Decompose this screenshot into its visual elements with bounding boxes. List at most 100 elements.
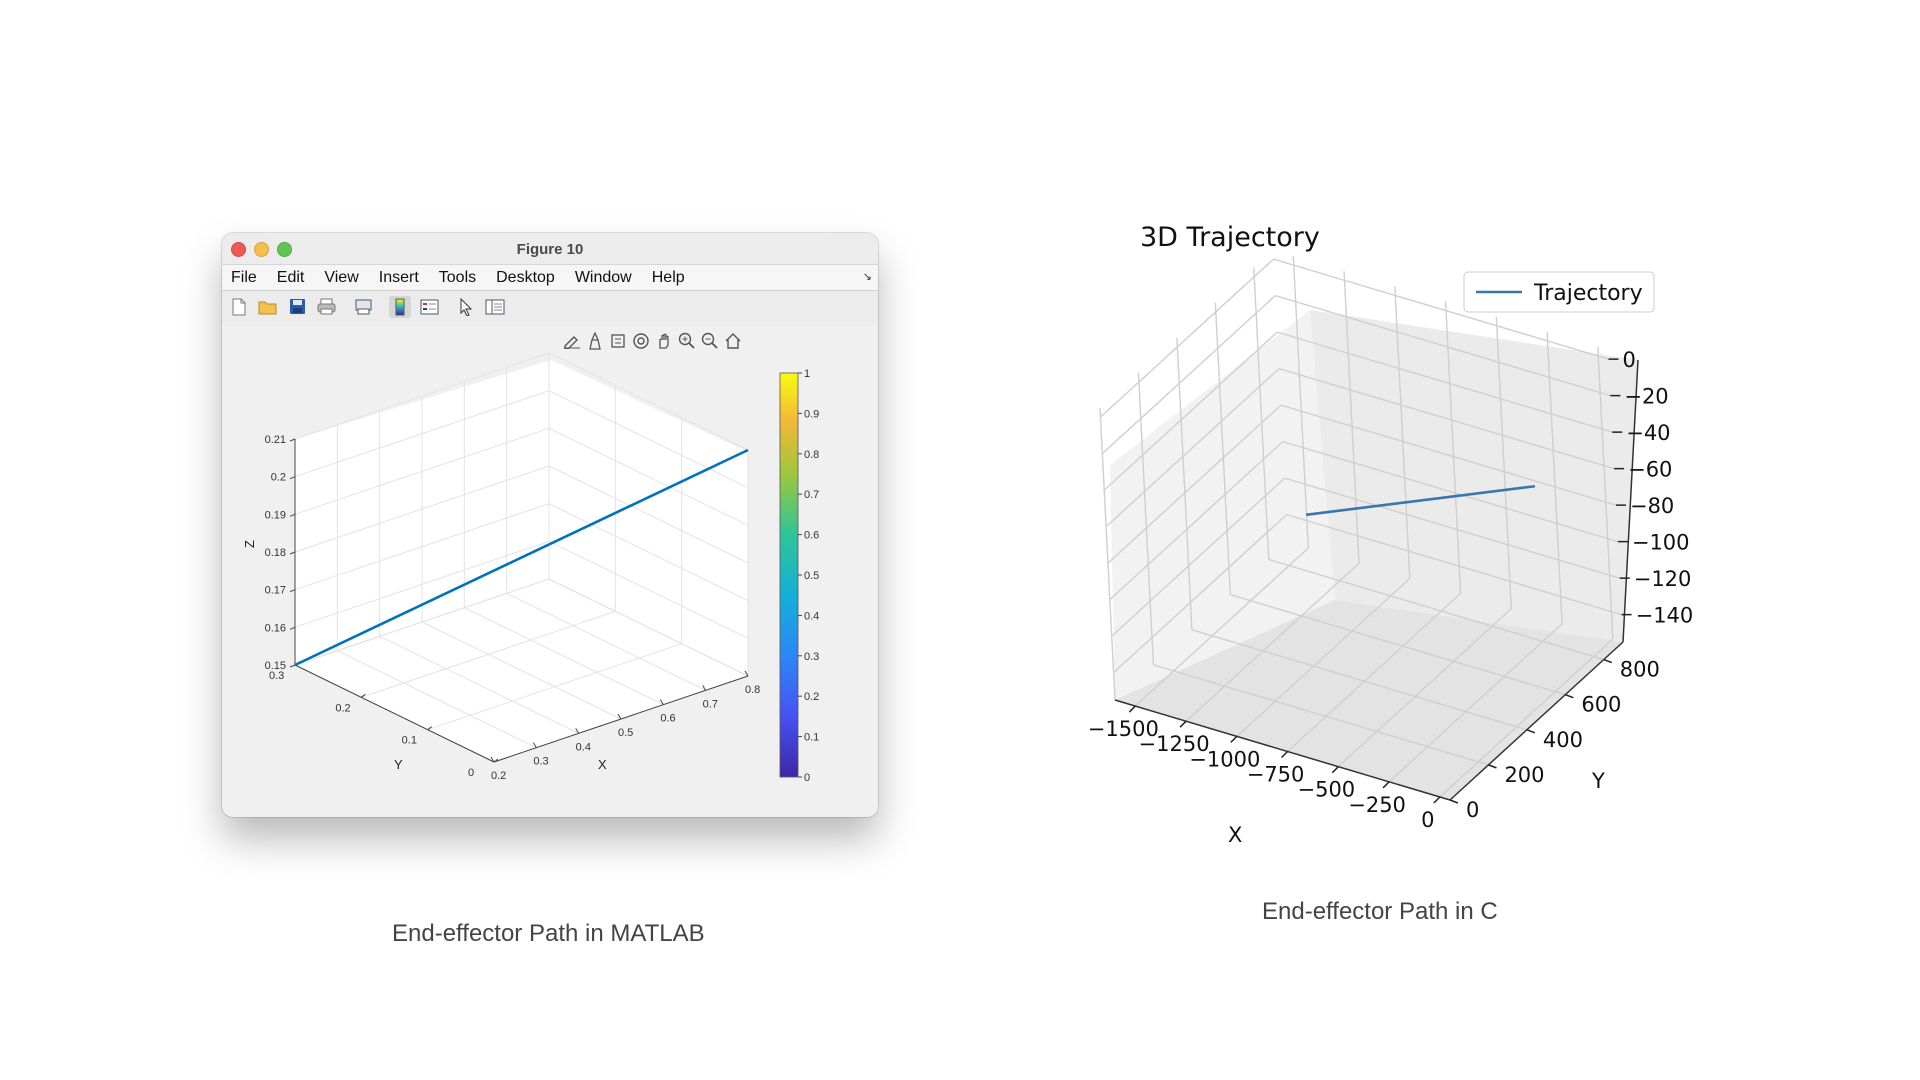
x-tick-label: 0.4	[576, 741, 591, 753]
print-icon[interactable]	[315, 296, 337, 318]
x-tick-label: −500	[1297, 778, 1355, 802]
z-tick-label: 0.2	[271, 472, 286, 484]
y-tick-label: 200	[1504, 763, 1544, 787]
pan-data-icon[interactable]	[606, 330, 629, 352]
print-preview-icon[interactable]	[352, 296, 374, 318]
colorbar-tick-label: 0.6	[804, 530, 819, 542]
brush-icon[interactable]	[560, 330, 583, 352]
z-tick-label: −20	[1624, 385, 1668, 409]
dock-arrow-icon[interactable]: ↘	[862, 271, 872, 283]
z-tick-label: −140	[1636, 604, 1694, 628]
z-tick-label: 0.16	[265, 622, 286, 634]
matlab-3d-axes[interactable]: 0.20.30.40.50.60.70.800.10.20.30.150.160…	[222, 322, 878, 817]
back-wall-right	[551, 360, 748, 676]
x-tick-label: 0.5	[618, 727, 633, 739]
colorbar-tick-label: 0.2	[804, 691, 819, 703]
x-tick-label: −1250	[1139, 732, 1210, 756]
menu-edit[interactable]: Edit	[276, 268, 305, 286]
y-tick-label: 0.1	[402, 735, 417, 747]
x-tick-label: 0.2	[491, 770, 506, 782]
y-axis-label: Y	[394, 757, 403, 772]
tick-labels: 0.20.30.40.50.60.70.800.10.20.30.150.160…	[265, 434, 761, 782]
y-axis-label: Y	[1591, 769, 1605, 793]
x-tick-label: −1500	[1088, 717, 1159, 741]
z-tick-label: −80	[1630, 494, 1674, 518]
grid-lines	[1099, 256, 1622, 801]
save-icon[interactable]	[286, 296, 308, 318]
data-tips-icon[interactable]	[583, 330, 606, 352]
menu-bar: File Edit View Insert Tools Desktop Wind…	[222, 265, 878, 291]
new-figure-icon[interactable]	[228, 296, 250, 318]
figure-toolbar	[222, 291, 878, 323]
colorbar-icon[interactable]	[389, 295, 411, 318]
colorbar-tick-label: 0.4	[804, 610, 819, 622]
property-inspector-icon[interactable]	[484, 296, 506, 318]
z-tick-label: 0.17	[265, 585, 286, 597]
series-group	[294, 448, 749, 667]
python-caption: End-effector Path in C	[1262, 898, 1498, 925]
matlab-figure-window: Figure 10 File Edit View Insert Tools De…	[222, 233, 878, 817]
z-axis-label: Z	[242, 540, 257, 548]
chart-title: 3D Trajectory	[1140, 222, 1320, 253]
floor-pane	[295, 585, 748, 762]
y-tick-label: 0	[468, 767, 474, 779]
y-tick-label: 0.2	[335, 702, 350, 714]
z-tick-label: 0	[1622, 348, 1635, 372]
home-icon[interactable]	[721, 330, 744, 352]
menu-desktop[interactable]: Desktop	[496, 268, 555, 286]
legend: Trajectory	[1463, 271, 1655, 313]
menu-window[interactable]: Window	[574, 268, 632, 286]
colorbar-tick-label: 0.8	[804, 449, 819, 461]
x-tick-label: −250	[1348, 793, 1406, 817]
pan-icon[interactable]	[652, 330, 675, 352]
colorbar-tick-label: 0.7	[804, 489, 819, 501]
rotate-3d-icon[interactable]	[629, 330, 652, 352]
colorbar-tick-label: 0.9	[804, 408, 819, 420]
colorbar-tick-label: 0.1	[804, 732, 819, 744]
pointer-icon[interactable]	[455, 296, 477, 318]
y-tick-label: 0	[1466, 798, 1479, 822]
menu-tools[interactable]: Tools	[438, 268, 477, 286]
z-tick-label: 0.19	[265, 509, 286, 521]
y-tick-label: 0.3	[269, 670, 284, 682]
menu-insert[interactable]: Insert	[378, 268, 419, 286]
python-3d-axes[interactable]: 3D Trajectory −1500−1250−1000−750−500−25…	[1060, 210, 1740, 870]
z-tick-label: −100	[1632, 531, 1690, 555]
y-tick-label: 800	[1620, 658, 1660, 682]
colorbar[interactable]	[779, 372, 799, 778]
window-titlebar[interactable]: Figure 10	[222, 233, 878, 265]
menu-help[interactable]: Help	[651, 268, 685, 286]
maximize-window-button[interactable]	[277, 242, 292, 257]
menu-view[interactable]: View	[324, 268, 359, 286]
x-axis-label: X	[1228, 823, 1242, 847]
z-tick-label: 0.15	[265, 660, 286, 672]
zoom-out-icon[interactable]	[698, 330, 721, 352]
x-tick-label: 0.6	[660, 713, 675, 725]
z-tick-label: 0.18	[265, 547, 286, 559]
minimize-window-button[interactable]	[254, 242, 269, 257]
colorbar-tick-label: 0.3	[804, 651, 819, 663]
floor-pane	[1115, 600, 1623, 800]
axes-toolbar	[560, 330, 744, 352]
legend-icon[interactable]	[418, 296, 440, 318]
trajectory-line[interactable]	[294, 448, 749, 667]
back-wall-left	[295, 360, 551, 665]
colorbar-tick-label: 1	[804, 368, 810, 380]
x-tick-label: 0.3	[533, 756, 548, 768]
y-tick-label: 400	[1543, 728, 1583, 752]
colorbar-ticks: 0 0.1 0.2 0.3 0.4 0.5 0.6 0.7 0.8 0.9 1	[798, 368, 819, 784]
zoom-in-icon[interactable]	[675, 330, 698, 352]
z-tick-label: −60	[1628, 458, 1672, 482]
open-file-icon[interactable]	[257, 296, 279, 318]
menu-file[interactable]: File	[231, 268, 257, 286]
axis-lines	[1114, 359, 1639, 801]
z-tick-label: 0.21	[265, 434, 286, 446]
colorbar-tick-label: 0.5	[804, 570, 819, 582]
series-group	[1305, 484, 1536, 517]
x-tick-label: −1000	[1189, 747, 1260, 771]
window-title: Figure 10	[516, 241, 584, 258]
close-window-button[interactable]	[231, 242, 246, 257]
x-tick-label: 0.8	[745, 684, 760, 696]
trajectory-line[interactable]	[1305, 484, 1536, 517]
